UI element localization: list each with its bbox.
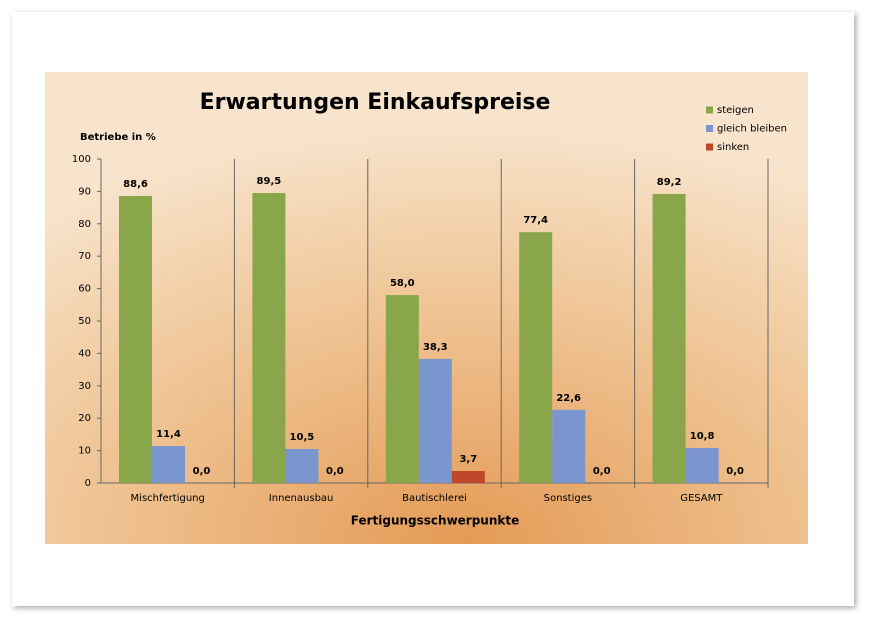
value-label: 38,3 [423, 342, 448, 353]
value-label: 10,8 [690, 431, 715, 442]
bar [385, 295, 419, 483]
x-tick-label: Bautischlerei [402, 493, 467, 504]
value-label: 0,0 [593, 466, 611, 477]
bar [119, 195, 152, 483]
y-tick-label: 100 [72, 154, 91, 165]
value-label: 0,0 [726, 466, 744, 477]
value-label: 11,4 [156, 429, 181, 440]
bar [451, 471, 485, 483]
x-tick-label: Sonstiges [544, 493, 592, 504]
bar [519, 232, 553, 483]
bar [685, 448, 719, 483]
y-tick-label: 0 [85, 478, 91, 489]
value-label: 58,0 [390, 278, 415, 289]
y-tick-label: 30 [78, 381, 91, 392]
value-label: 89,5 [257, 176, 282, 187]
bar [285, 448, 319, 483]
bar [652, 193, 686, 483]
value-label: 3,7 [459, 454, 477, 465]
value-label: 0,0 [193, 466, 211, 477]
y-tick-label: 90 [78, 186, 91, 197]
x-tick-label: GESAMT [680, 493, 723, 504]
value-label: 10,5 [290, 432, 315, 443]
y-tick-label: 70 [78, 251, 91, 262]
y-tick-label: 20 [78, 413, 91, 424]
value-label: 77,4 [523, 215, 548, 226]
chart-title: Erwartungen Einkaufspreise [200, 90, 551, 115]
y-axis-label: Betriebe in % [80, 132, 156, 143]
y-tick-label: 40 [78, 348, 91, 359]
y-tick-label: 80 [78, 219, 91, 230]
x-tick-label: Innenausbau [269, 493, 334, 504]
value-label: 89,2 [657, 177, 682, 188]
legend-label: steigen [717, 105, 754, 116]
x-tick-label: Mischfertigung [131, 493, 205, 504]
y-tick-label: 50 [78, 316, 91, 327]
legend-swatch [706, 125, 713, 132]
bar [418, 358, 452, 483]
y-tick-label: 60 [78, 284, 91, 295]
legend-swatch [706, 106, 713, 114]
value-label: 0,0 [326, 466, 344, 477]
legend-label: gleich bleiben [717, 124, 787, 135]
value-label: 22,6 [556, 393, 581, 404]
bar [252, 193, 286, 483]
x-axis-label: Fertigungsschwerpunkte [351, 514, 520, 528]
value-label: 88,6 [123, 179, 148, 190]
legend-swatch [706, 143, 713, 151]
legend-label: sinken [717, 142, 749, 153]
bar [552, 409, 586, 483]
bar [152, 446, 185, 483]
y-tick-label: 10 [78, 446, 91, 457]
